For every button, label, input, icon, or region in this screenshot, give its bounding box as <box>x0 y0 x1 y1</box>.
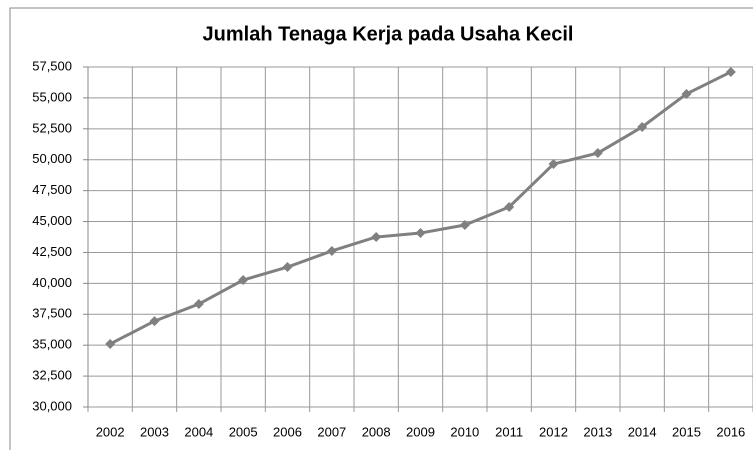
data-point <box>371 232 382 242</box>
y-tick-label: 35,000 <box>32 337 72 352</box>
y-tick-label: 40,000 <box>32 275 72 290</box>
data-point <box>548 159 559 170</box>
x-tick-label: 2006 <box>273 424 302 439</box>
y-tick-label: 42,500 <box>32 244 72 259</box>
x-tick-label: 2013 <box>583 424 612 439</box>
chart-frame <box>9 7 753 450</box>
y-tick-label: 47,500 <box>32 182 72 197</box>
x-tick-label: 2008 <box>362 424 391 439</box>
y-tick-label: 30,000 <box>32 398 72 413</box>
data-point <box>459 220 470 231</box>
x-tick-label: 2011 <box>495 424 523 439</box>
y-tick-label: 32,500 <box>32 368 72 383</box>
data-point <box>681 88 692 99</box>
y-tick-label: 50,000 <box>32 151 72 166</box>
data-point <box>592 148 603 159</box>
data-point <box>149 316 160 327</box>
data-point <box>725 66 736 77</box>
x-tick-label: 2015 <box>672 424 701 439</box>
x-tick-label: 2014 <box>628 424 657 439</box>
y-tick-label: 57,500 <box>32 58 72 73</box>
data-point <box>238 275 249 286</box>
y-tick-label: 55,000 <box>32 89 72 104</box>
data-point <box>637 121 648 132</box>
x-tick-label: 2012 <box>539 424 568 439</box>
data-point <box>415 228 426 239</box>
x-tick-label: 2004 <box>184 424 213 439</box>
x-tick-label: 2010 <box>450 424 479 439</box>
y-tick-label: 37,500 <box>32 306 72 321</box>
x-tick-label: 2009 <box>406 424 435 439</box>
y-tick-label: 45,000 <box>32 213 72 228</box>
data-point <box>105 338 116 349</box>
x-tick-label: 2003 <box>140 424 169 439</box>
data-point <box>504 201 515 212</box>
data-point <box>282 262 293 273</box>
x-tick-label: 2002 <box>96 424 125 439</box>
x-tick-label: 2016 <box>716 424 745 439</box>
x-tick-label: 2007 <box>317 424 346 439</box>
data-point <box>193 299 204 310</box>
data-point <box>326 245 337 256</box>
x-tick-label: 2005 <box>229 424 258 439</box>
y-tick-label: 52,500 <box>32 120 72 135</box>
chart-title: Jumlah Tenaga Kerja pada Usaha Kecil <box>203 23 574 45</box>
